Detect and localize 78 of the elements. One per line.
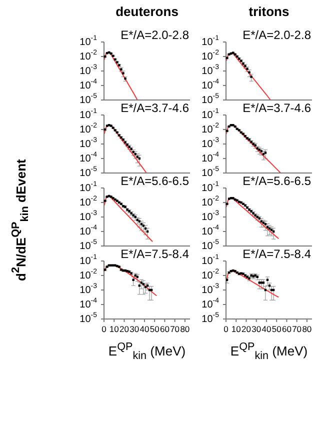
- y-tick-label: 10$^{-4}$: [202, 224, 220, 237]
- y-tick-label: 10$^{-2}$: [202, 196, 220, 208]
- y-tick-label: 10$^{-2}$: [202, 50, 220, 62]
- y-tick-label: 10$^{-5}$: [80, 93, 98, 106]
- annotation: E*/A=3.7-4.6: [120, 101, 189, 115]
- x-tick-label: 40: [140, 324, 150, 334]
- x-tick-label: 10: [231, 324, 242, 334]
- y-tick-label: 10$^{-5}$: [202, 312, 220, 324]
- annotation: E*/A=7.5-8.4: [120, 247, 189, 261]
- x-tick-label: 60: [160, 324, 170, 334]
- line-series: [226, 124, 282, 173]
- line-series: [226, 53, 272, 100]
- y-tick-label: 10$^{-2}$: [202, 268, 220, 281]
- line-series: [226, 198, 280, 240]
- line-series: [104, 264, 158, 296]
- y-tick-label: 10$^{-1}$: [80, 181, 98, 194]
- y-tick-label: 10$^{-3}$: [202, 283, 220, 296]
- x-tick-label: 30: [252, 324, 262, 334]
- y-tick-label: 10$^{-5}$: [202, 239, 220, 252]
- y-tick-label: 10$^{-5}$: [80, 239, 98, 252]
- annotation: E*/A=7.5-8.4: [242, 247, 311, 261]
- y-tick-label: 10$^{-1}$: [202, 108, 220, 120]
- y-tick-label: 10$^{-3}$: [80, 283, 98, 296]
- annotation: E*/A=2.0-2.8: [242, 28, 311, 42]
- y-tick-label: 10$^{-1}$: [80, 254, 98, 266]
- line-series: [104, 124, 147, 173]
- y-tick-label: 10$^{-4}$: [80, 224, 98, 237]
- annotation: E*/A=2.0-2.8: [120, 28, 189, 42]
- y-tick-label: 10$^{-1}$: [80, 108, 98, 120]
- y-tick-label: 10$^{-5}$: [202, 93, 220, 106]
- x-tick-label: 80: [180, 324, 190, 334]
- y-tick-label: 10$^{-4}$: [202, 298, 220, 310]
- x-tick-label: 20: [242, 324, 252, 334]
- y-tick-label: 10$^{-2}$: [80, 50, 98, 62]
- x-axis-title: E$^{QP}$$_{kin}$ (MeV): [107, 340, 187, 364]
- y-tick-label: 10$^{-1}$: [202, 35, 220, 48]
- x-tick-label: 30: [130, 324, 140, 334]
- y-tick-label: 10$^{-5}$: [80, 166, 98, 178]
- chart-title: deuterons: [114, 4, 180, 19]
- y-tick-label: 10$^{-2}$: [80, 268, 98, 281]
- x-tick-label: 0: [102, 324, 107, 334]
- x-tick-label: 0: [224, 324, 229, 334]
- y-tick-label: 10$^{-4}$: [202, 78, 220, 91]
- line-series: [226, 270, 280, 298]
- x-tick-label: 70: [170, 324, 180, 334]
- y-tick-label: 10$^{-1}$: [80, 35, 98, 48]
- annotation: E*/A=5.6-6.5: [120, 174, 189, 188]
- line-series: [104, 196, 154, 242]
- y-tick-label: 10$^{-3}$: [80, 137, 98, 150]
- x-axis-title: E$^{QP}$$_{kin}$ (MeV): [229, 340, 309, 364]
- y-tick-label: 10$^{-4}$: [80, 298, 98, 310]
- y-tick-label: 10$^{-2}$: [202, 122, 220, 135]
- y-tick-label: 10$^{-3}$: [202, 210, 220, 222]
- x-tick-label: 10: [109, 324, 120, 334]
- y-tick-label: 10$^{-2}$: [80, 196, 98, 208]
- y-tick-label: 10$^{-1}$: [202, 181, 220, 194]
- x-tick-label: 60: [282, 324, 292, 334]
- x-tick-label: 80: [302, 324, 312, 334]
- y-tick-label: 10$^{-2}$: [80, 122, 98, 135]
- y-tick-label: 10$^{-3}$: [80, 64, 98, 76]
- x-tick-label: 20: [120, 324, 130, 334]
- y-tick-label: 10$^{-1}$: [202, 254, 220, 266]
- annotation: E*/A=3.7-4.6: [242, 101, 311, 115]
- x-tick-label: 50: [272, 324, 282, 334]
- y-tick-label: 10$^{-4}$: [80, 78, 98, 91]
- y-tick-label: 10$^{-3}$: [202, 64, 220, 76]
- y-tick-label: 10$^{-3}$: [80, 210, 98, 222]
- y-tick-label: 10$^{-3}$: [202, 137, 220, 150]
- x-tick-label: 40: [262, 324, 272, 334]
- chart-title: tritons: [248, 4, 290, 19]
- annotation: E*/A=5.6-6.5: [242, 174, 311, 188]
- y-tick-label: 10$^{-4}$: [80, 152, 98, 164]
- y-tick-label: 10$^{-4}$: [202, 152, 220, 164]
- x-tick-label: 50: [150, 324, 160, 334]
- y-tick-label: 10$^{-5}$: [80, 312, 98, 324]
- y-tick-label: 10$^{-5}$: [202, 166, 220, 178]
- x-tick-label: 70: [292, 324, 302, 334]
- line-series: [104, 52, 138, 100]
